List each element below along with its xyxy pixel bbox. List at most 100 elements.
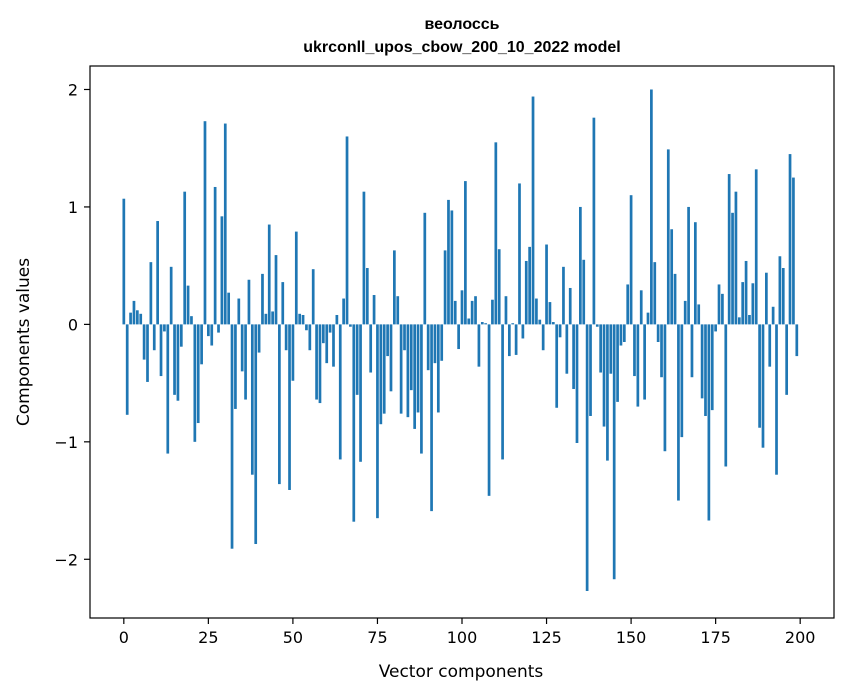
bar-component-83 xyxy=(403,324,406,351)
bar-component-61 xyxy=(328,324,332,333)
bar-component-159 xyxy=(660,324,663,378)
y-axis: −2 −1 0 1 2 xyxy=(54,80,90,569)
bar-component-123 xyxy=(538,319,542,325)
bar-component-32 xyxy=(230,324,234,549)
bar-component-147 xyxy=(619,324,623,346)
bar-component-174 xyxy=(710,324,714,411)
bar-component-16 xyxy=(176,324,180,401)
bar-component-182 xyxy=(737,317,741,325)
bar-component-71 xyxy=(362,191,366,325)
y-tick-label: 2 xyxy=(68,80,78,99)
bar-component-181 xyxy=(734,191,738,325)
bar-component-2 xyxy=(129,312,132,325)
bar-component-176 xyxy=(717,284,721,325)
bar-component-189 xyxy=(761,324,765,448)
bar-component-140 xyxy=(595,324,599,327)
bar-component-99 xyxy=(457,324,460,350)
bar-component-42 xyxy=(264,313,268,325)
bar-component-37 xyxy=(247,279,251,325)
x-tick-label: 150 xyxy=(616,628,647,647)
bar-component-178 xyxy=(724,324,728,467)
bar-component-60 xyxy=(325,324,329,364)
bar-component-70 xyxy=(359,324,362,462)
bar-component-120 xyxy=(528,246,531,325)
bar-component-49 xyxy=(288,324,291,490)
bar-component-114 xyxy=(507,324,511,357)
bar-component-134 xyxy=(575,324,579,443)
bar-component-137 xyxy=(585,324,589,591)
bar-component-38 xyxy=(250,324,254,475)
bar-component-81 xyxy=(396,296,400,325)
bar-component-109 xyxy=(491,299,494,325)
bar-component-190 xyxy=(765,272,768,325)
bar-component-77 xyxy=(382,324,386,414)
bar-component-166 xyxy=(683,300,687,325)
bar-component-57 xyxy=(315,324,318,400)
bar-component-110 xyxy=(494,142,498,325)
bar-component-89 xyxy=(423,212,427,325)
bar-component-74 xyxy=(372,295,376,325)
bar-component-45 xyxy=(274,255,278,325)
bar-component-23 xyxy=(200,324,203,365)
y-tick-label: 1 xyxy=(68,198,78,217)
bar-component-194 xyxy=(778,256,782,325)
bar-component-139 xyxy=(592,117,596,325)
bar-component-30 xyxy=(223,123,227,325)
bar-component-155 xyxy=(646,312,650,325)
bar-component-1 xyxy=(125,324,129,415)
bar-component-29 xyxy=(220,216,224,325)
bar-component-164 xyxy=(677,324,680,501)
x-tick-label: 175 xyxy=(700,628,731,647)
bar-component-125 xyxy=(545,244,548,325)
bar-component-63 xyxy=(335,314,339,325)
bar-component-34 xyxy=(237,298,241,325)
bar-component-22 xyxy=(196,324,200,424)
bar-component-177 xyxy=(721,293,724,325)
bar-component-52 xyxy=(298,313,302,325)
bar-component-40 xyxy=(257,324,261,353)
bar-component-92 xyxy=(433,324,437,364)
bar-component-8 xyxy=(149,262,153,325)
bar-component-132 xyxy=(568,287,572,325)
bar-component-163 xyxy=(673,273,677,325)
bar-component-152 xyxy=(636,324,640,407)
bar-component-173 xyxy=(707,324,711,521)
bar-component-112 xyxy=(501,324,504,460)
bar-component-165 xyxy=(680,324,684,438)
bar-component-128 xyxy=(555,324,559,408)
bar-component-5 xyxy=(139,313,143,325)
bar-component-106 xyxy=(480,322,484,325)
bar-component-145 xyxy=(612,324,616,580)
y-tick-label: −1 xyxy=(54,433,78,452)
bar-component-196 xyxy=(785,324,789,395)
bar-component-18 xyxy=(183,191,187,325)
bar-component-21 xyxy=(193,324,197,442)
bar-component-96 xyxy=(447,199,450,325)
bar-component-33 xyxy=(234,324,237,409)
bar-component-167 xyxy=(687,206,690,325)
bar-component-86 xyxy=(413,324,417,429)
bar-component-75 xyxy=(376,324,379,519)
bar-component-67 xyxy=(349,324,352,327)
bar-component-158 xyxy=(656,324,660,342)
bar-component-17 xyxy=(179,324,183,347)
bar-component-129 xyxy=(558,324,562,338)
bar-component-192 xyxy=(771,306,775,325)
bar-component-193 xyxy=(775,324,778,475)
bar-component-150 xyxy=(629,195,633,325)
bar-component-122 xyxy=(535,298,538,325)
bar-component-26 xyxy=(210,324,214,346)
bar-component-64 xyxy=(338,324,342,460)
bar-component-157 xyxy=(653,262,657,325)
bar-component-11 xyxy=(159,324,163,377)
bar-component-65 xyxy=(342,298,345,325)
bar-component-154 xyxy=(643,324,646,400)
x-tick-label: 50 xyxy=(283,628,303,647)
bar-component-101 xyxy=(464,181,467,325)
bar-component-117 xyxy=(518,183,521,325)
bar-component-170 xyxy=(697,304,701,325)
bar-component-121 xyxy=(531,96,535,325)
bar-component-69 xyxy=(355,324,359,395)
bar-component-119 xyxy=(524,260,528,325)
